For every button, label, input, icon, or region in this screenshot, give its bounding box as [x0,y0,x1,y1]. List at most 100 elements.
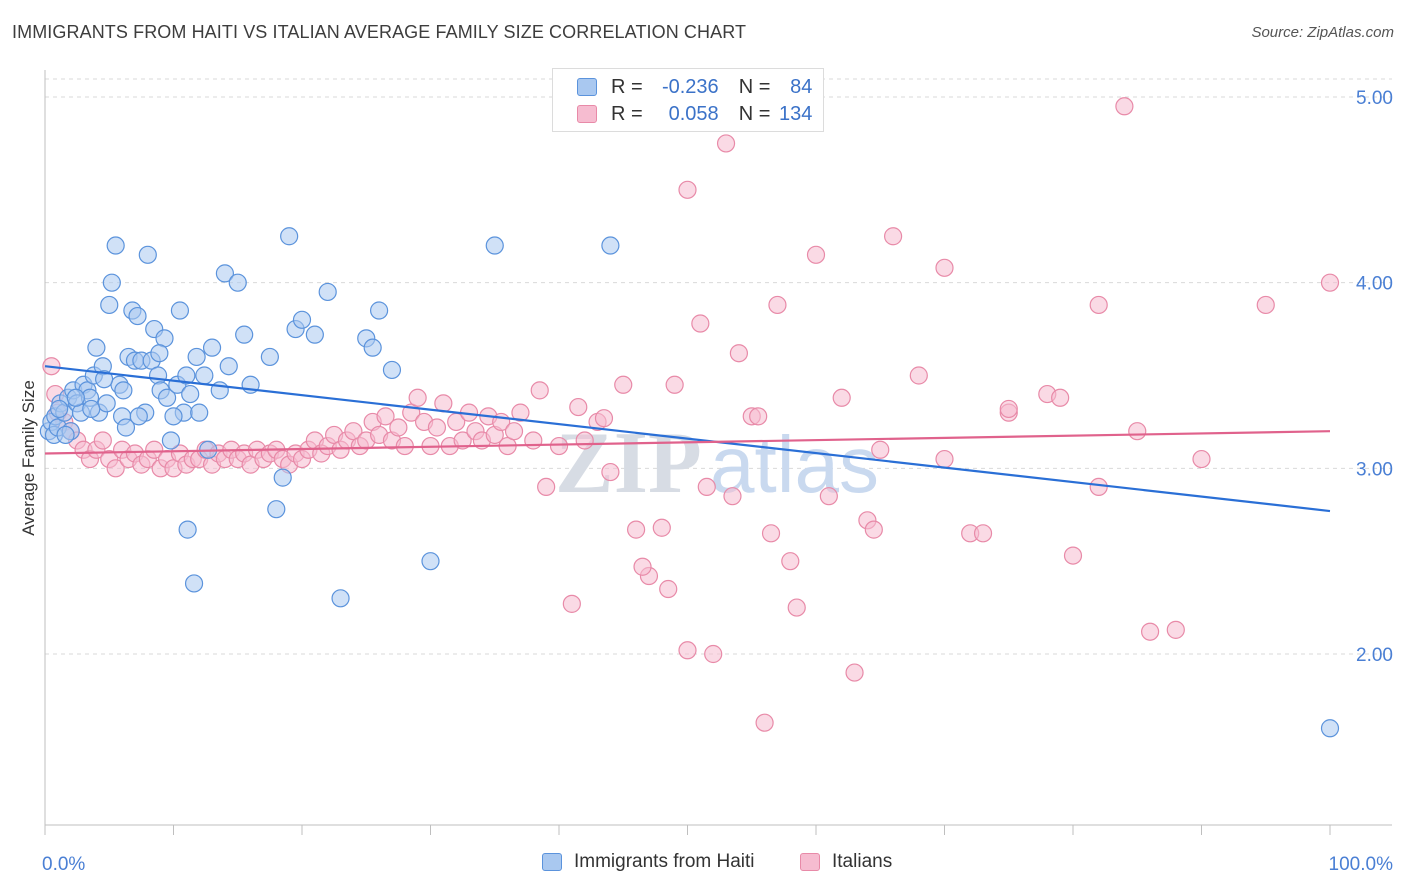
legend-n-value: 134 [779,102,813,125]
italians-point [999,399,1018,419]
italians-point [1192,449,1211,469]
italians-point [665,375,684,394]
haiti-point [305,325,324,344]
italians-point [1320,273,1340,292]
italians-point [601,462,620,482]
italians-point [1140,622,1160,641]
haiti-point [292,310,312,329]
haiti-point [363,338,382,357]
italians-point [1128,422,1147,441]
y-axis-title: Average Family Size [19,380,38,536]
haiti-point [50,399,69,419]
haiti-point [97,394,116,413]
legend-r-label: R = [611,102,643,125]
legend-n-label: N = [738,102,771,125]
watermark-zip: ZIP [555,415,702,512]
italians-point [594,409,614,428]
italians-point [93,431,112,450]
legend-swatch-blue [577,78,597,96]
italians-point [935,449,954,469]
haiti-point [56,425,75,445]
italians-point [569,397,588,417]
haiti-point [177,366,196,385]
haiti-point [164,407,183,426]
legend-swatch-pink [800,853,820,871]
haiti-point [260,347,279,367]
italians-point [549,436,569,456]
series-legend-haiti[interactable]: Immigrants from Haiti [542,851,755,873]
haiti-point [195,366,214,385]
axes [44,70,1392,835]
italians-point [376,407,395,426]
italians-point [1089,477,1108,496]
italians-point [633,557,652,576]
legend-r-value: 0.058 [668,102,719,125]
haiti-point [150,344,169,363]
haiti-point [421,552,440,571]
italians-point [106,459,125,478]
haiti-point [184,574,204,593]
haiti-point [1320,719,1340,738]
italians-trend-line [44,430,1331,455]
italians-point [659,579,678,599]
haiti-point [601,236,620,255]
legend-n-value: 84 [790,75,813,98]
italians-point [1051,388,1070,407]
italians-point [511,403,530,422]
italians-point [1063,546,1083,565]
italians-point [427,418,447,437]
italians-point [806,245,826,264]
haiti-point [148,366,168,385]
haiti-point [228,273,247,292]
italians-point [537,477,556,496]
legend-r-value: -0.236 [661,75,719,98]
haiti-point [190,403,209,422]
correlation-legend: R = -0.236 N = 84 R = 0.058 N = 134 [552,68,824,132]
haiti-point [181,384,200,404]
italians-point [755,713,774,732]
haiti-point [382,360,402,380]
italians-point [871,440,890,459]
italians-point [723,487,742,506]
legend-row-haiti: R = -0.236 N = 84 [553,74,812,100]
haiti-point [318,282,337,302]
italians-point [973,524,993,543]
y-tick-label: 4.00 [1356,274,1393,295]
italians-point [787,598,806,617]
haiti-point [202,338,222,357]
series-legend-label: Immigrants from Haiti [574,851,755,872]
haiti-point [102,273,121,292]
haiti-point [128,306,147,326]
series-legend-italians[interactable]: Italians [800,851,892,873]
axis-labels: 2.00 3.00 4.00 5.00 0.0% 100.0% Average Family… [19,88,1393,875]
italians-point [678,641,697,660]
haiti-point [161,431,181,450]
italians-point [729,344,749,363]
x-tick-label: 100.0% [1329,854,1394,875]
italians-point [1166,620,1185,639]
source-label: Source: ZipAtlas.com [1251,24,1394,41]
italians-point [1115,97,1134,116]
italians-point [781,552,800,571]
italians-point [909,366,928,385]
y-tick-label: 3.00 [1356,459,1393,480]
italians-point [691,314,710,333]
italians-point [562,594,581,613]
italians-point [704,644,723,664]
haiti-point [219,357,238,376]
italians-point [504,422,524,441]
haiti-point [100,295,119,315]
haiti-point [116,418,136,437]
italians-point [453,431,472,450]
italians-point [819,487,838,506]
y-tick-label: 2.00 [1356,645,1393,666]
italians-point [768,295,787,315]
legend-n-label: N = [738,75,771,98]
haiti-point [106,236,125,255]
italians-point [678,180,697,199]
italians-point [434,394,453,413]
haiti-point [370,301,389,320]
italians-point [716,134,736,153]
italians-point [614,375,633,394]
